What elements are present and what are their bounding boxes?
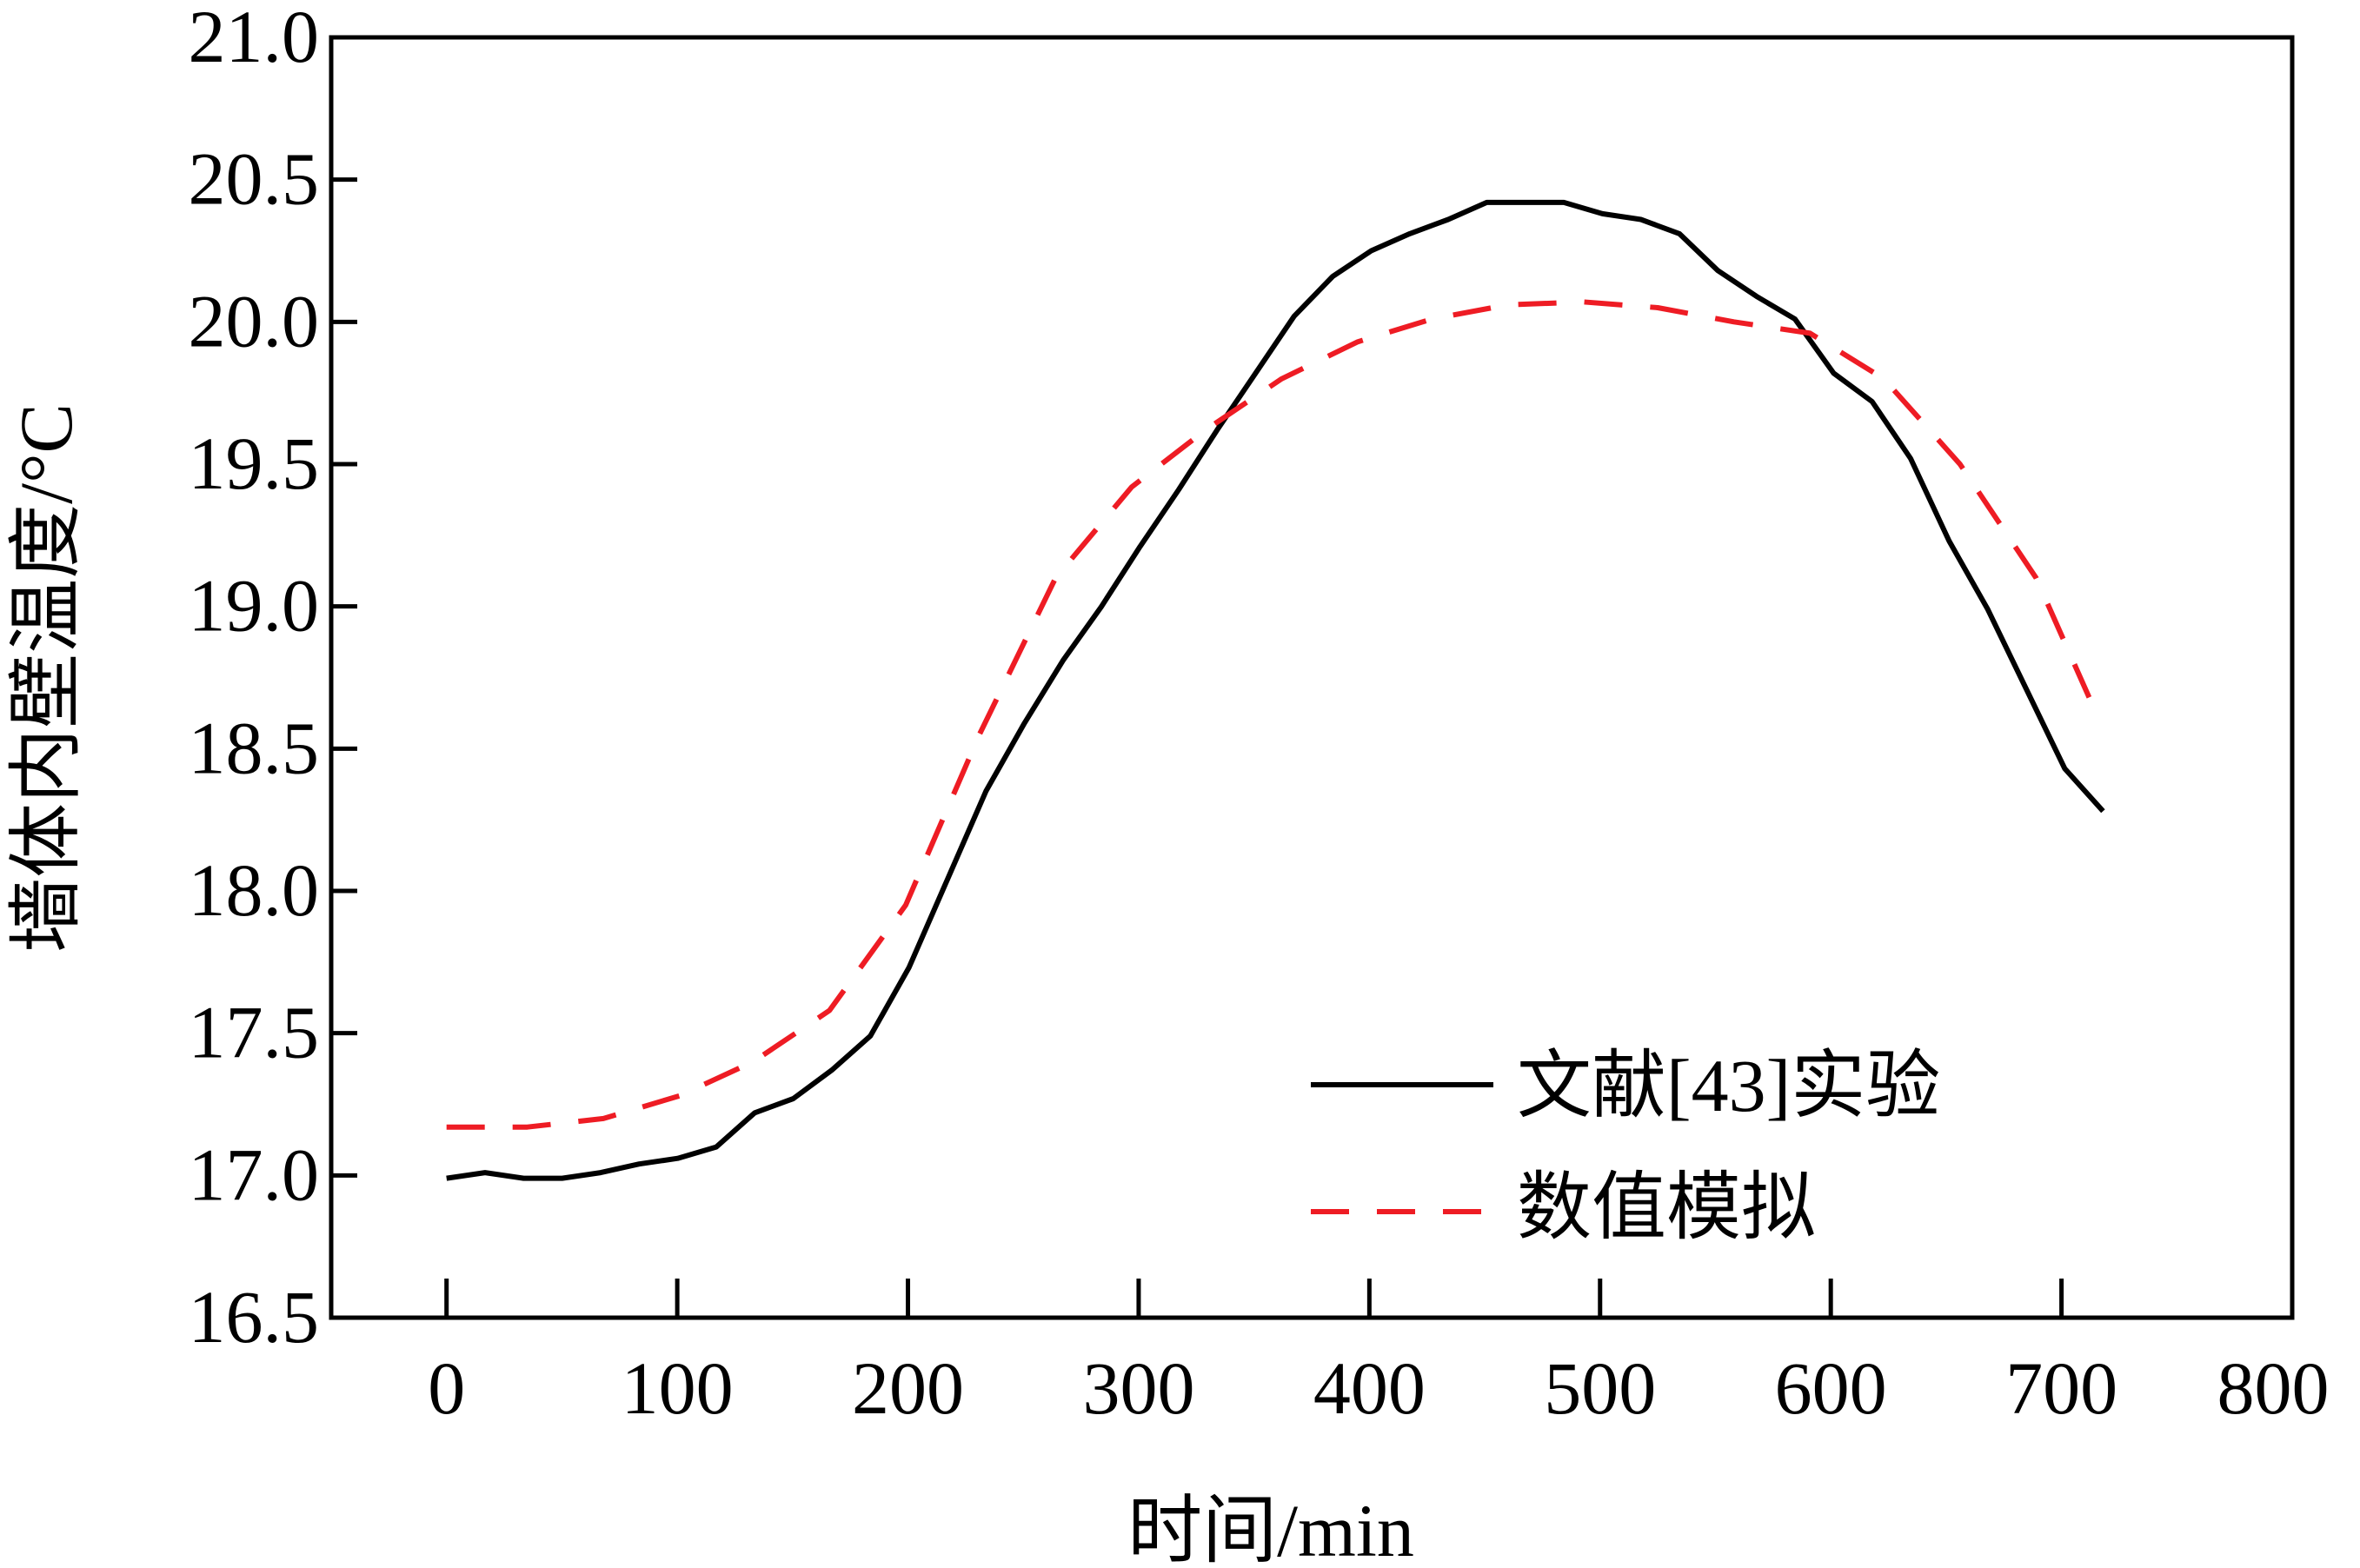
x-tick-label: 700	[2005, 1346, 2117, 1430]
legend-label-simulation: 数值模拟	[1517, 1166, 1816, 1249]
y-axis-ticks: 16.5 17.0 17.5 18.0 18.5 19.0 19.5 20.0 20.5 21.0	[189, 0, 357, 1359]
y-tick-label: 19.0	[189, 564, 320, 648]
x-tick-label: 600	[1775, 1346, 1887, 1430]
x-tick-label: 0	[428, 1346, 465, 1430]
y-axis-label: 墙体内壁温度/°C	[4, 403, 88, 953]
x-axis-ticks: 0 100 200 300 400 500 600 700 800	[428, 1279, 2330, 1430]
plot-frame	[329, 35, 2295, 1320]
y-tick-label: 18.5	[189, 706, 320, 789]
x-tick-label: 800	[2217, 1346, 2330, 1430]
y-tick-label: 20.5	[189, 137, 320, 221]
y-tick-label: 19.5	[189, 422, 320, 505]
y-tick-label: 20.0	[189, 279, 320, 362]
x-tick-label: 200	[852, 1346, 964, 1430]
y-tick-label: 17.5	[189, 991, 320, 1074]
legend: 文献[43]实验 数值模拟	[1311, 1044, 1940, 1249]
x-tick-label: 300	[1082, 1346, 1194, 1430]
x-tick-label: 500	[1544, 1346, 1656, 1430]
x-tick-label: 100	[622, 1346, 734, 1430]
x-tick-label: 400	[1313, 1346, 1426, 1430]
y-tick-label: 18.0	[189, 848, 320, 932]
y-tick-label: 16.5	[189, 1275, 320, 1359]
plot-lines	[446, 199, 2105, 1181]
y-tick-label: 21.0	[189, 0, 320, 78]
series-line-experiment	[446, 199, 2105, 1181]
series-line-simulation	[446, 299, 2092, 1130]
y-tick-label: 17.0	[189, 1133, 320, 1216]
x-axis-label: 时间/min	[1127, 1489, 1414, 1568]
legend-label-experiment: 文献[43]实验	[1517, 1044, 1940, 1127]
